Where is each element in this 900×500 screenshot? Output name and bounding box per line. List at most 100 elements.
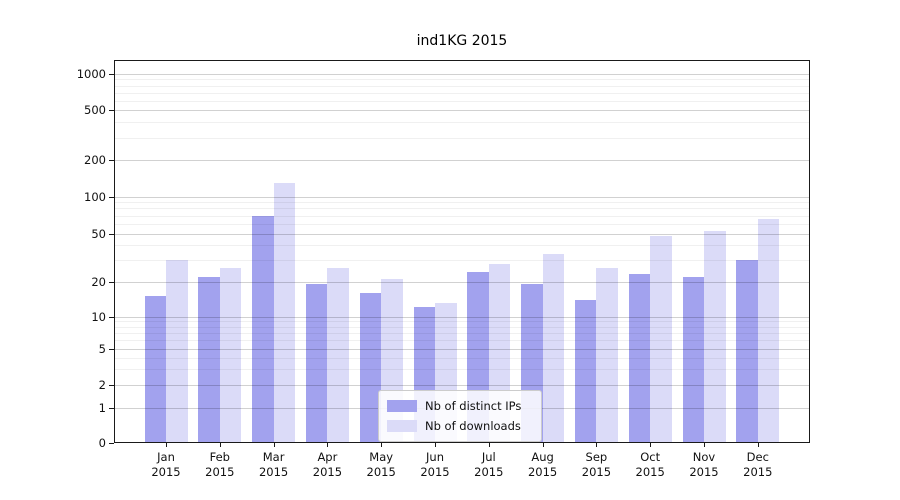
y-tick-label-5: 5 bbox=[98, 342, 106, 356]
x-tick-label-sep: Sep 2015 bbox=[581, 450, 612, 479]
y-tick-mark-10 bbox=[109, 316, 114, 318]
bar-downloads-aug bbox=[542, 253, 565, 443]
gridline-y-1000 bbox=[114, 74, 810, 75]
y-tick-mark-1 bbox=[109, 408, 114, 409]
x-tick-label-may: May 2015 bbox=[366, 450, 396, 479]
x-tick-mark-sep bbox=[596, 443, 598, 447]
bar-downloads-oct bbox=[650, 235, 672, 443]
x-tick-label-nov: Nov 2015 bbox=[689, 450, 719, 479]
bar-distinct-ips-nov bbox=[682, 276, 704, 443]
bar-downloads-sep bbox=[596, 267, 618, 443]
minor-gridline-y-40 bbox=[114, 245, 810, 247]
minor-gridline-y-9 bbox=[114, 321, 810, 323]
x-tick-mark-feb bbox=[219, 443, 221, 447]
legend-label-downloads: Nb of downloads bbox=[425, 419, 521, 433]
y-tick-mark-500 bbox=[109, 110, 114, 111]
y-tick-label-1: 1 bbox=[98, 401, 106, 415]
y-tick-mark-50 bbox=[109, 233, 114, 235]
x-tick-mark-mar bbox=[273, 443, 275, 447]
x-tick-label-feb: Feb 2015 bbox=[205, 450, 235, 479]
y-tick-mark-20 bbox=[109, 281, 114, 283]
chart-title: ind1KG 2015 bbox=[416, 33, 508, 49]
minor-gridline-y-800 bbox=[114, 85, 810, 87]
bar-downloads-nov bbox=[704, 231, 726, 443]
minor-gridline-y-400 bbox=[114, 122, 810, 124]
gridline-y-10 bbox=[114, 316, 810, 318]
y-tick-mark-1000 bbox=[109, 74, 114, 75]
y-tick-mark-0 bbox=[109, 443, 114, 444]
x-tick-label-apr: Apr 2015 bbox=[312, 450, 343, 479]
minor-gridline-y-7 bbox=[114, 333, 810, 335]
y-tick-label-10: 10 bbox=[91, 309, 106, 324]
legend-row-distinct-ips: Nb of distinct IPs bbox=[387, 396, 533, 416]
minor-gridline-y-80 bbox=[114, 208, 810, 210]
x-tick-mark-apr bbox=[327, 443, 329, 447]
x-tick-mark-oct bbox=[650, 443, 652, 447]
minor-gridline-y-3 bbox=[114, 369, 810, 371]
minor-gridline-y-70 bbox=[114, 215, 810, 217]
minor-gridline-y-300 bbox=[114, 137, 810, 139]
x-tick-label-jan: Jan 2015 bbox=[151, 450, 181, 479]
y-tick-label-500: 500 bbox=[84, 103, 106, 117]
x-tick-mark-jun bbox=[435, 443, 436, 447]
y-tick-mark-100 bbox=[109, 196, 114, 198]
gridline-y-100 bbox=[114, 196, 810, 198]
y-tick-label-1000: 1000 bbox=[76, 67, 106, 81]
y-tick-label-50: 50 bbox=[91, 226, 106, 241]
y-tick-mark-200 bbox=[109, 160, 114, 161]
y-tick-label-100: 100 bbox=[84, 189, 106, 204]
bar-distinct-ips-jan bbox=[144, 296, 166, 443]
bar-distinct-ips-apr bbox=[305, 284, 328, 443]
y-tick-label-200: 200 bbox=[84, 153, 106, 167]
x-tick-label-aug: Aug 2015 bbox=[527, 450, 558, 479]
y-tick-label-2: 2 bbox=[98, 378, 106, 392]
gridline-y-5 bbox=[114, 349, 810, 350]
gridline-y-2 bbox=[114, 385, 810, 386]
bar-distinct-ips-dec bbox=[736, 260, 758, 443]
bar-distinct-ips-oct bbox=[628, 274, 651, 443]
gridline-y-500 bbox=[114, 110, 810, 111]
minor-gridline-y-900 bbox=[114, 79, 810, 81]
x-tick-mark-jul bbox=[488, 443, 490, 447]
gridline-y-20 bbox=[114, 281, 810, 283]
bar-distinct-ips-sep bbox=[574, 299, 597, 443]
gridline-y-200 bbox=[114, 160, 810, 161]
bar-downloads-jan bbox=[166, 260, 188, 443]
gridline-y-50 bbox=[114, 233, 810, 235]
y-tick-mark-2 bbox=[109, 385, 114, 386]
minor-gridline-y-60 bbox=[114, 223, 810, 225]
legend-row-downloads: Nb of downloads bbox=[387, 416, 533, 436]
legend-swatch-downloads bbox=[387, 420, 417, 432]
bar-distinct-ips-feb bbox=[198, 276, 220, 443]
x-tick-label-mar: Mar 2015 bbox=[258, 450, 289, 479]
minor-gridline-y-6 bbox=[114, 340, 810, 342]
y-tick-label-0: 0 bbox=[98, 436, 106, 450]
bar-distinct-ips-mar bbox=[252, 215, 274, 443]
legend: Nb of distinct IPs Nb of downloads bbox=[378, 390, 542, 442]
x-tick-mark-dec bbox=[757, 443, 759, 447]
minor-gridline-y-30 bbox=[114, 260, 810, 262]
bar-downloads-mar bbox=[273, 182, 296, 443]
minor-gridline-y-8 bbox=[114, 326, 810, 328]
x-tick-label-jul: Jul 2015 bbox=[474, 450, 504, 479]
bar-distinct-ips-may bbox=[359, 292, 382, 443]
x-tick-label-dec: Dec 2015 bbox=[743, 450, 773, 479]
x-tick-label-jun: Jun 2015 bbox=[420, 450, 450, 479]
x-tick-mark-may bbox=[381, 443, 383, 447]
minor-gridline-y-4 bbox=[114, 357, 810, 359]
legend-label-distinct-ips: Nb of distinct IPs bbox=[425, 399, 522, 413]
x-tick-mark-nov bbox=[704, 443, 705, 447]
bar-downloads-feb bbox=[219, 267, 242, 443]
minor-gridline-y-600 bbox=[114, 100, 810, 102]
x-tick-mark-jan bbox=[166, 443, 167, 447]
bar-downloads-dec bbox=[757, 219, 780, 443]
y-tick-mark-5 bbox=[109, 349, 114, 350]
legend-swatch-distinct-ips bbox=[387, 400, 417, 412]
x-tick-mark-aug bbox=[542, 443, 544, 447]
x-tick-label-oct: Oct 2015 bbox=[635, 450, 665, 479]
minor-gridline-y-700 bbox=[114, 92, 810, 94]
y-tick-label-20: 20 bbox=[91, 274, 106, 289]
bar-downloads-apr bbox=[327, 267, 349, 443]
minor-gridline-y-90 bbox=[114, 202, 810, 204]
